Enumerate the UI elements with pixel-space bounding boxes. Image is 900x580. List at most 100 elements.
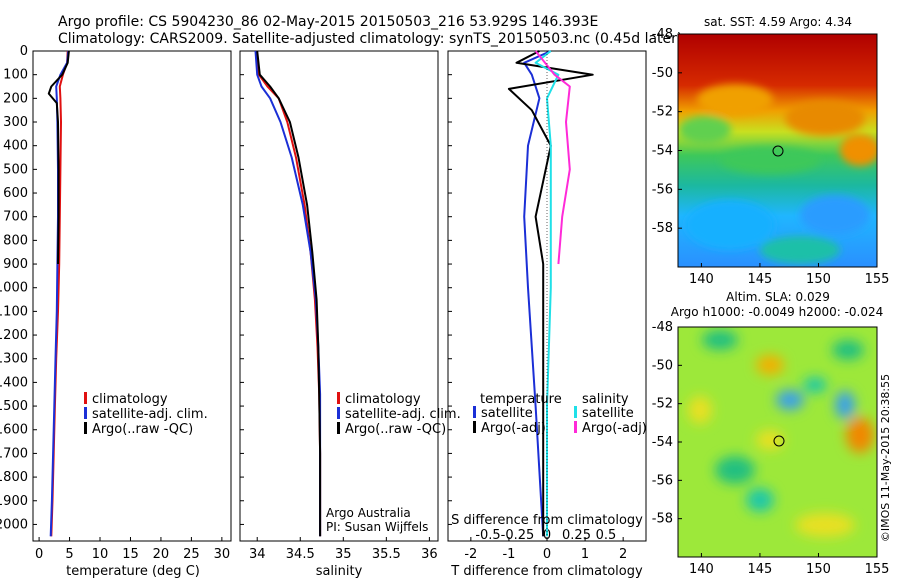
sst-cold-water (800, 195, 870, 235)
depth-tick-label: 700 (3, 210, 28, 225)
sla-high (756, 355, 784, 375)
temperature-x-tick-label: 5 (65, 547, 73, 562)
sst-map-lat-tick-label: -54 (652, 144, 673, 159)
sst-map-lat-tick-label: -50 (652, 66, 673, 81)
salinity-x-ticks: 34 34.5 35 35.5 36 (249, 537, 438, 562)
legend-title-temperature: temperature (480, 392, 562, 407)
legend-swatch-argo (84, 422, 87, 434)
sla-low (702, 330, 738, 350)
depth-tick-label: 1400 (0, 375, 28, 390)
legend-label-t-argo: Argo(-adj) (481, 421, 546, 436)
sla-map-lon-tick-label: 145 (748, 562, 773, 577)
difference-legend: temperature salinity satellite Argo(-adj… (473, 392, 647, 436)
sst-mid-water (760, 236, 840, 264)
sla-argo-marker (773, 435, 785, 447)
salinity-legend: climatology satellite-adj. clim. Argo(..… (337, 392, 461, 437)
sst-warm-eddy (785, 100, 865, 136)
difference-x-tick-label: -1 (502, 547, 515, 562)
depth-tick-label: 900 (3, 257, 28, 272)
sla-low (746, 488, 774, 512)
depth-tick-label: 200 (3, 91, 28, 106)
depth-tick-label: 400 (3, 139, 28, 154)
legend-swatch-argo (337, 422, 340, 434)
depth-tick-label: 300 (3, 115, 28, 130)
salinity-annotation-line2: PI: Susan Wijffels (326, 520, 428, 534)
legend-label-climatology: climatology (345, 392, 421, 407)
legend-swatch-t-satellite (473, 406, 476, 418)
temperature-x-tick-label: 10 (92, 547, 109, 562)
temperature-x-tick-label: 30 (214, 547, 231, 562)
difference-x-tick-label: 1 (581, 547, 589, 562)
legend-label-argo: Argo(..raw -QC) (92, 422, 193, 437)
sla-map-lat-tick-label: -50 (652, 358, 673, 373)
sst-map-lon-tick-label: 145 (748, 272, 773, 287)
depth-tick-label: 1200 (0, 328, 28, 343)
depth-tick-label: 1300 (0, 352, 28, 367)
legend-swatch-satellite (337, 407, 340, 419)
salinity-x-tick-label: 36 (421, 547, 438, 562)
sla-high (846, 417, 874, 453)
sla-high (795, 513, 855, 537)
sla-low (835, 391, 855, 419)
depth-tick-label: 1100 (0, 304, 28, 319)
difference-s-ticks: -0.5 -0.25 0 0.25 0.5 (475, 528, 616, 543)
depth-tick-label: 1900 (0, 494, 28, 509)
temperature-series-line-1 (49, 50, 70, 537)
legend-swatch-climatology (337, 392, 340, 404)
sst-warm-eddy (697, 84, 773, 116)
legend-label-satellite: satellite-adj. clim. (345, 407, 461, 422)
difference-series-line-3 (534, 50, 571, 265)
temperature-x-tick-label: 0 (35, 547, 43, 562)
sst-cold-water (685, 200, 775, 250)
sla-high (688, 396, 712, 424)
difference-xlabel: T difference from climatology (450, 564, 643, 579)
difference-series (507, 50, 594, 537)
sla-high (756, 430, 784, 450)
salinity-series (254, 50, 322, 537)
sla-map-lon-tick-label: 155 (865, 562, 890, 577)
difference-x-tick-label: 0 (543, 547, 551, 562)
sst-map-lat-tick-label: -58 (652, 221, 673, 236)
sla-heatmap (678, 327, 877, 557)
sst-argo-marker (772, 145, 784, 157)
sla-map-lat-tick-label: -58 (652, 512, 673, 527)
sla-low (776, 390, 804, 410)
salinity-x-tick-label: 35 (335, 547, 352, 562)
legend-label-t-satellite: satellite (481, 406, 533, 421)
salinity-x-tick-label: 34 (249, 547, 266, 562)
depth-tick-label: 1800 (0, 470, 28, 485)
legend-swatch-climatology (84, 392, 87, 404)
temperature-xlabel: temperature (deg C) (66, 564, 200, 579)
difference-s-tick-label: 0.5 (596, 528, 617, 543)
temperature-x-tick-label: 25 (183, 547, 200, 562)
sla-map-lat-tick-label: -52 (652, 397, 673, 412)
temperature-plot-frame (32, 50, 232, 542)
sla-low (715, 456, 755, 484)
sla-x-ticks: 140 145 150 155 (689, 553, 889, 577)
sla-map-lat-tick-label: -48 (652, 320, 673, 335)
sst-cool-eddy (720, 146, 820, 174)
sla-map-title: Altim. SLA: 0.029 (726, 290, 830, 304)
sla-map-lat-tick-label: -56 (652, 473, 673, 488)
credit-stamp: ©IMOS 11-May-2015 20:38:55 (879, 374, 892, 542)
sst-heatmap (678, 34, 877, 267)
legend-label-s-satellite: satellite (582, 406, 634, 421)
sst-map-title: sat. SST: 4.59 Argo: 4.34 (704, 15, 852, 29)
depth-tick-label: 100 (3, 68, 28, 83)
legend-label-satellite: satellite-adj. clim. (92, 407, 208, 422)
temperature-x-ticks: 0 5 10 15 20 25 30 (35, 537, 230, 562)
sla-low (803, 377, 827, 393)
sst-map-lat-tick-label: -48 (652, 27, 673, 42)
sst-map-lon-tick-label: 140 (689, 272, 714, 287)
legend-title-salinity: salinity (582, 392, 629, 407)
depth-tick-label: 0 (20, 44, 28, 59)
difference-x2label: S difference from climatology (451, 513, 643, 528)
sst-x-ticks: 140 145 150 155 (689, 263, 889, 287)
depth-tick-label: 500 (3, 162, 28, 177)
depth-tick-label: 1700 (0, 446, 28, 461)
sla-map-lat-tick-label: -54 (652, 435, 673, 450)
temperature-depth-ticks: 0 100 200 300 400 500 600 700 800 900 1000 1100 1200… (0, 44, 452, 532)
sla-map-lon-tick-label: 150 (806, 562, 831, 577)
difference-s-tick-label: -0.5 (475, 528, 500, 543)
